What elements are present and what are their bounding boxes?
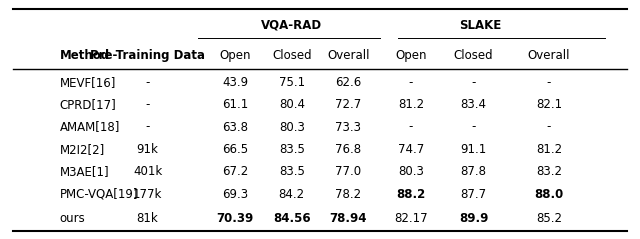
Text: 87.7: 87.7 [461, 188, 487, 201]
Text: 82.17: 82.17 [394, 212, 428, 225]
Text: 77.0: 77.0 [335, 165, 362, 178]
Text: Pre-Training Data: Pre-Training Data [90, 49, 205, 62]
Text: 80.3: 80.3 [279, 120, 305, 134]
Text: 61.1: 61.1 [222, 98, 248, 111]
Text: 177k: 177k [133, 188, 162, 201]
Text: 84.2: 84.2 [278, 188, 305, 201]
Text: -: - [472, 76, 476, 89]
Text: Closed: Closed [454, 49, 493, 62]
Text: 81.2: 81.2 [398, 98, 424, 111]
Text: 91k: 91k [136, 143, 159, 156]
Text: 78.2: 78.2 [335, 188, 362, 201]
Text: 67.2: 67.2 [222, 165, 248, 178]
Text: Overall: Overall [327, 49, 369, 62]
Text: 81.2: 81.2 [536, 143, 562, 156]
Text: 82.1: 82.1 [536, 98, 562, 111]
Text: Method: Method [60, 49, 110, 62]
Text: 83.2: 83.2 [536, 165, 562, 178]
Text: 70.39: 70.39 [217, 212, 254, 225]
Text: 84.56: 84.56 [273, 212, 310, 225]
Text: 83.5: 83.5 [279, 165, 305, 178]
Text: 83.5: 83.5 [279, 143, 305, 156]
Text: Open: Open [220, 49, 251, 62]
Text: MEVF[16]: MEVF[16] [60, 76, 116, 89]
Text: 75.1: 75.1 [278, 76, 305, 89]
Text: 74.7: 74.7 [398, 143, 424, 156]
Text: 85.2: 85.2 [536, 212, 562, 225]
Text: 80.3: 80.3 [398, 165, 424, 178]
Text: 88.2: 88.2 [396, 188, 426, 201]
Text: 88.0: 88.0 [534, 188, 564, 201]
Text: 78.94: 78.94 [330, 212, 367, 225]
Text: VQA-RAD: VQA-RAD [261, 19, 323, 32]
Text: -: - [145, 76, 150, 89]
Text: Overall: Overall [527, 49, 570, 62]
Text: PMC-VQA[19]: PMC-VQA[19] [60, 188, 138, 201]
Text: -: - [547, 120, 551, 134]
Text: -: - [409, 120, 413, 134]
Text: 81k: 81k [137, 212, 158, 225]
Text: 72.7: 72.7 [335, 98, 362, 111]
Text: -: - [547, 76, 551, 89]
Text: 63.8: 63.8 [222, 120, 248, 134]
Text: M2I2[2]: M2I2[2] [60, 143, 105, 156]
Text: -: - [145, 98, 150, 111]
Text: -: - [472, 120, 476, 134]
Text: 401k: 401k [133, 165, 162, 178]
Text: 80.4: 80.4 [279, 98, 305, 111]
Text: CPRD[17]: CPRD[17] [60, 98, 116, 111]
Text: 43.9: 43.9 [222, 76, 248, 89]
Text: -: - [145, 120, 150, 134]
Text: 73.3: 73.3 [335, 120, 361, 134]
Text: SLAKE: SLAKE [459, 19, 501, 32]
Text: -: - [409, 76, 413, 89]
Text: 69.3: 69.3 [222, 188, 248, 201]
Text: M3AE[1]: M3AE[1] [60, 165, 109, 178]
Text: AMAM[18]: AMAM[18] [60, 120, 120, 134]
Text: Open: Open [395, 49, 427, 62]
Text: Closed: Closed [272, 49, 312, 62]
Text: 62.6: 62.6 [335, 76, 362, 89]
Text: 83.4: 83.4 [461, 98, 486, 111]
Text: 66.5: 66.5 [222, 143, 248, 156]
Text: 89.9: 89.9 [459, 212, 488, 225]
Text: ours: ours [60, 212, 86, 225]
Text: 87.8: 87.8 [461, 165, 486, 178]
Text: 76.8: 76.8 [335, 143, 362, 156]
Text: 91.1: 91.1 [461, 143, 487, 156]
